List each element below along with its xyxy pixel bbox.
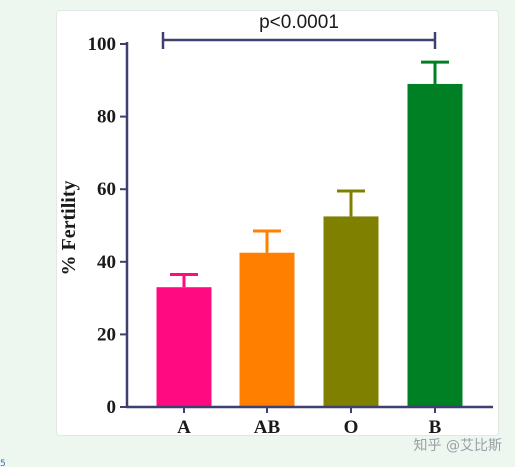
bar-b [407,83,463,408]
x-tick-label-b: B [429,417,442,438]
error-bars-group [170,60,449,288]
edge-mark: 5 [0,459,6,467]
bar-o [323,216,379,407]
x-tick-label-a: A [177,417,191,438]
bar-a [156,287,212,407]
axes-group [125,42,493,413]
y-tick-label: 60 [97,179,116,200]
sig-label: p<0.0001 [259,12,339,33]
bars-group [156,83,463,408]
x-tick-label-o: O [344,417,359,438]
watermark: 知乎 @艾比斯 [414,437,502,454]
y-tick-label: 40 [97,252,116,273]
y-ticks-group: 0 20 40 60 80 100 [88,34,127,418]
y-tick-label: 80 [97,107,116,128]
x-tick-labels-group: A AB O B [177,417,442,438]
significance-bracket: p<0.0001 [161,12,437,49]
y-axis-title: % Fertility [58,181,80,276]
y-tick-label: 0 [107,397,117,418]
y-tick-label: 100 [88,34,117,55]
x-tick-label-ab: AB [254,417,281,438]
bar-ab [239,252,295,407]
y-tick-label: 20 [97,324,116,345]
